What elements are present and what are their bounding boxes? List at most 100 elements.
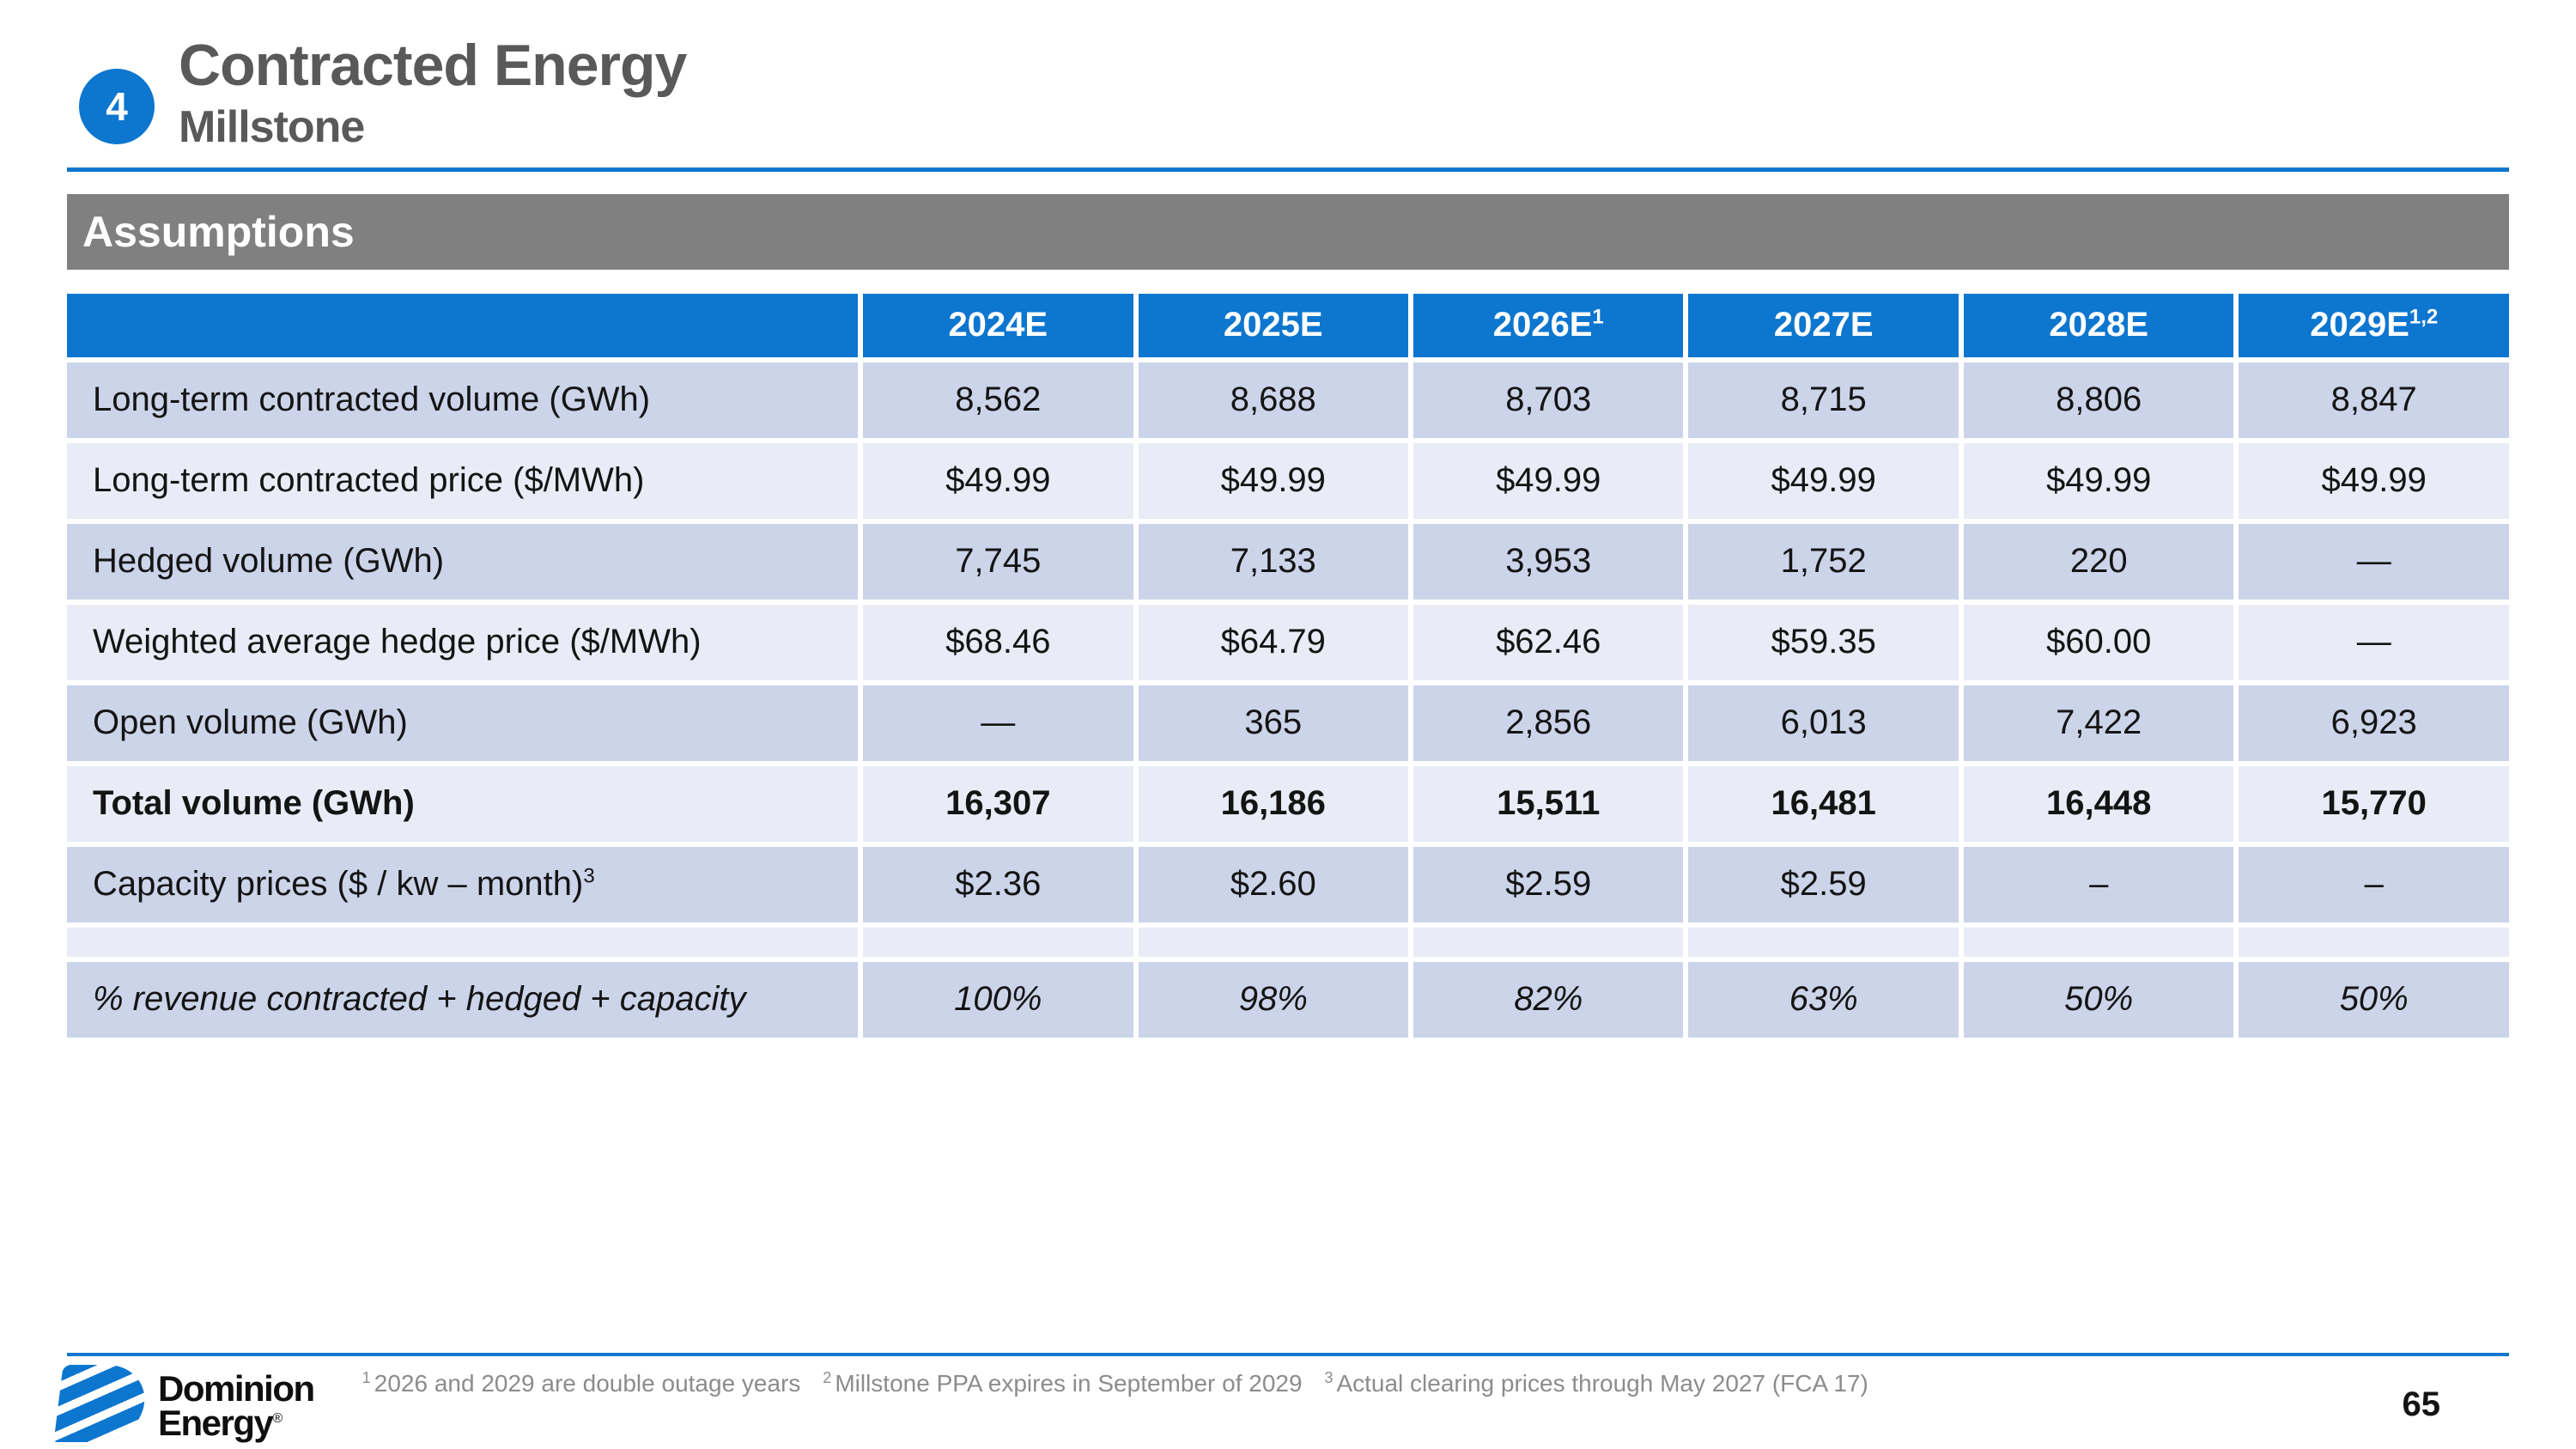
value-cell: 16,307 [863, 765, 1133, 842]
value-cell: — [863, 685, 1133, 761]
value-cell: 8,806 [1963, 362, 2234, 438]
value-cell: — [2239, 523, 2509, 600]
page-number: 65 [2402, 1385, 2441, 1423]
value-cell: 3,953 [1413, 523, 1684, 600]
value-cell: 220 [1963, 523, 2234, 600]
row-label-cell: Total volume (GWh) [67, 765, 859, 842]
value-cell: 98% [1138, 961, 1408, 1038]
value-cell: $2.36 [863, 846, 1133, 922]
row-label-cell: Capacity prices ($ / kw – month)3 [67, 846, 859, 922]
value-cell: $49.99 [1413, 442, 1684, 519]
row-label-cell: Weighted average hedge price ($/MWh) [67, 604, 859, 680]
value-cell: – [2239, 846, 2509, 922]
dominion-logo-wordmark: Dominion Energy® [158, 1368, 315, 1443]
footer-divider [67, 1353, 2509, 1356]
table-row-percent-revenue-contracted: % revenue contracted + hedged + capacity… [67, 961, 2509, 1038]
value-cell: $64.79 [1138, 604, 1408, 680]
value-cell: $49.99 [1138, 442, 1408, 519]
value-cell: 8,847 [2239, 362, 2509, 438]
section-banner-title: Assumptions [82, 207, 355, 256]
section-banner: Assumptions [67, 193, 2509, 270]
header-cell-2024e: 2024E [863, 293, 1133, 357]
value-cell: $60.00 [1963, 604, 2234, 680]
value-cell: 16,186 [1138, 765, 1408, 842]
footnote-2: 2 Millstone PPA expires in September of 2… [823, 1368, 1303, 1397]
page-subtitle: Millstone [179, 102, 365, 152]
value-cell: 6,923 [2239, 685, 2509, 761]
table-row-spacer [67, 927, 2509, 957]
value-cell: $2.59 [1413, 846, 1684, 922]
header-cell-2025e: 2025E [1138, 293, 1408, 357]
value-cell: 8,562 [863, 362, 1133, 438]
value-cell: 2,856 [1413, 685, 1684, 761]
value-cell: 7,133 [1138, 523, 1408, 600]
value-cell [863, 927, 1133, 957]
row-label-cell: Hedged volume (GWh) [67, 523, 859, 600]
dominion-logo-icon [53, 1365, 149, 1442]
value-cell: 15,770 [2239, 765, 2509, 842]
value-cell: 8,715 [1688, 362, 1959, 438]
value-cell: $2.60 [1138, 846, 1408, 922]
footnote-3: 3 Actual clearing prices through May 2027… [1324, 1368, 1868, 1397]
section-number-badge: 4 [79, 69, 155, 145]
value-cell: 1,752 [1688, 523, 1959, 600]
header-cell-label [67, 293, 859, 357]
value-cell: $49.99 [1963, 442, 2234, 519]
value-cell: – [1963, 846, 2234, 922]
table-row-total-volume: Total volume (GWh) 16,307 16,186 15,511 … [67, 765, 2509, 842]
footer-content: Dominion Energy® 1 2026 and 2029 are doub… [53, 1365, 2509, 1443]
value-cell: 50% [1963, 961, 2234, 1038]
header-cell-2026e: 2026E1 [1413, 293, 1684, 357]
slide-footer: Dominion Energy® 1 2026 and 2029 are doub… [0, 1353, 2576, 1449]
table-row-long-term-contracted-volume: Long-term contracted volume (GWh) 8,562 … [67, 362, 2509, 438]
row-label-cell: Long-term contracted price ($/MWh) [67, 442, 859, 519]
header-divider [67, 167, 2509, 172]
value-cell: $62.46 [1413, 604, 1684, 680]
value-cell: 100% [863, 961, 1133, 1038]
value-cell: 8,703 [1413, 362, 1684, 438]
value-cell: 8,688 [1138, 362, 1408, 438]
title-block: Contracted Energy Millstone [179, 29, 687, 154]
value-cell: 6,013 [1688, 685, 1959, 761]
table-row-capacity-prices: Capacity prices ($ / kw – month)3 $2.36 … [67, 846, 2509, 922]
value-cell: $59.35 [1688, 604, 1959, 680]
header-cell-2027e: 2027E [1688, 293, 1959, 357]
registered-trademark-symbol: ® [272, 1410, 283, 1426]
value-cell: $49.99 [1688, 442, 1959, 519]
value-cell: 7,422 [1963, 685, 2234, 761]
value-cell: 16,481 [1688, 765, 1959, 842]
value-cell [1688, 927, 1959, 957]
page-title: Contracted Energy [179, 33, 687, 98]
assumptions-table: 2024E 2025E 2026E1 2027E 2028E 2029E1,2 … [62, 289, 2514, 1043]
value-cell: 63% [1688, 961, 1959, 1038]
row-label-cell: % revenue contracted + hedged + capacity [67, 961, 859, 1038]
table-row-long-term-contracted-price: Long-term contracted price ($/MWh) $49.9… [67, 442, 2509, 519]
value-cell: 365 [1138, 685, 1408, 761]
footnote-1: 1 2026 and 2029 are double outage years [361, 1368, 801, 1397]
table-row-hedged-volume: Hedged volume (GWh) 7,745 7,133 3,953 1,… [67, 523, 2509, 600]
table-row-open-volume: Open volume (GWh) — 365 2,856 6,013 7,42… [67, 685, 2509, 761]
header-cell-2028e: 2028E [1963, 293, 2234, 357]
value-cell [1413, 927, 1684, 957]
value-cell: $49.99 [863, 442, 1133, 519]
dominion-energy-logo: Dominion Energy® [53, 1365, 315, 1443]
header-cell-2029e: 2029E1,2 [2239, 293, 2509, 357]
value-cell: 7,745 [863, 523, 1133, 600]
value-cell [2239, 927, 2509, 957]
row-label-cell: Long-term contracted volume (GWh) [67, 362, 859, 438]
table-header-row: 2024E 2025E 2026E1 2027E 2028E 2029E1,2 [67, 293, 2509, 357]
row-label-cell [67, 927, 859, 957]
table-row-weighted-average-hedge-price: Weighted average hedge price ($/MWh) $68… [67, 604, 2509, 680]
footnotes: 1 2026 and 2029 are double outage years 2… [362, 1370, 1884, 1397]
value-cell: 82% [1413, 961, 1684, 1038]
value-cell: 50% [2239, 961, 2509, 1038]
value-cell: 16,448 [1963, 765, 2234, 842]
value-cell: $68.46 [863, 604, 1133, 680]
value-cell: 15,511 [1413, 765, 1684, 842]
value-cell [1138, 927, 1408, 957]
value-cell [1963, 927, 2234, 957]
value-cell: $2.59 [1688, 846, 1959, 922]
row-label-cell: Open volume (GWh) [67, 685, 859, 761]
slide-header: 4 Contracted Energy Millstone [0, 0, 2576, 154]
